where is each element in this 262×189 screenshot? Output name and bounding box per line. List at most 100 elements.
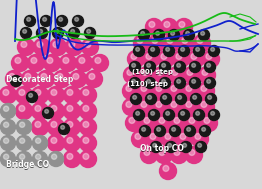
Circle shape [189, 77, 200, 88]
Circle shape [35, 105, 41, 112]
Circle shape [183, 98, 199, 115]
Circle shape [157, 50, 174, 67]
Circle shape [134, 109, 145, 121]
Circle shape [209, 109, 220, 121]
Circle shape [126, 101, 132, 107]
Circle shape [1, 136, 15, 150]
Circle shape [53, 41, 59, 47]
Circle shape [151, 112, 155, 115]
Circle shape [3, 106, 9, 111]
Circle shape [192, 130, 209, 147]
Circle shape [206, 53, 212, 59]
Text: On top CO: On top CO [140, 145, 184, 153]
Circle shape [47, 135, 64, 152]
Circle shape [73, 15, 84, 26]
Circle shape [15, 57, 21, 64]
Circle shape [211, 112, 215, 115]
Circle shape [149, 35, 166, 51]
Circle shape [151, 47, 155, 51]
Circle shape [163, 95, 167, 99]
Circle shape [69, 70, 86, 88]
Circle shape [147, 64, 151, 67]
Circle shape [52, 28, 63, 39]
Circle shape [1, 104, 15, 119]
Circle shape [9, 74, 15, 79]
Circle shape [157, 127, 161, 131]
Circle shape [132, 130, 149, 147]
Circle shape [61, 125, 64, 129]
Circle shape [176, 19, 193, 36]
Circle shape [32, 152, 47, 167]
Circle shape [168, 67, 185, 84]
Text: Bridge CO: Bridge CO [7, 160, 50, 170]
Circle shape [129, 61, 140, 73]
Circle shape [163, 35, 181, 51]
Text: Decorated Step: Decorated Step [6, 75, 73, 84]
Circle shape [149, 22, 155, 27]
Circle shape [19, 122, 25, 127]
Circle shape [59, 54, 77, 71]
Text: Bridge CO: Bridge CO [6, 160, 49, 169]
Circle shape [3, 89, 9, 95]
Circle shape [170, 125, 181, 136]
Circle shape [185, 146, 203, 163]
Circle shape [83, 153, 89, 160]
Circle shape [174, 118, 180, 123]
Circle shape [47, 87, 64, 104]
Circle shape [139, 67, 156, 84]
Circle shape [138, 98, 155, 115]
Circle shape [85, 41, 91, 47]
Circle shape [50, 39, 67, 56]
Circle shape [58, 123, 69, 135]
Circle shape [140, 115, 157, 132]
Circle shape [67, 89, 73, 95]
Circle shape [178, 46, 189, 57]
Circle shape [63, 119, 80, 136]
Circle shape [85, 28, 96, 39]
Circle shape [174, 77, 185, 88]
Circle shape [185, 115, 203, 132]
Circle shape [23, 29, 26, 33]
Circle shape [144, 149, 150, 155]
Circle shape [161, 94, 172, 105]
Circle shape [71, 29, 75, 33]
Circle shape [194, 35, 210, 51]
Circle shape [142, 127, 146, 131]
Circle shape [31, 102, 48, 119]
Circle shape [205, 77, 216, 88]
Circle shape [149, 46, 160, 57]
Circle shape [89, 74, 95, 79]
Circle shape [13, 77, 17, 81]
Circle shape [192, 79, 195, 83]
Circle shape [181, 142, 192, 153]
Circle shape [168, 143, 172, 147]
Circle shape [19, 138, 25, 143]
Circle shape [67, 137, 73, 143]
Circle shape [147, 79, 151, 83]
Circle shape [67, 105, 73, 112]
Circle shape [68, 28, 79, 39]
Circle shape [183, 83, 199, 99]
Circle shape [189, 61, 200, 73]
Circle shape [47, 119, 64, 136]
Circle shape [183, 143, 187, 147]
Circle shape [176, 94, 187, 105]
Circle shape [129, 118, 135, 123]
Circle shape [178, 35, 195, 51]
Circle shape [177, 64, 181, 67]
Circle shape [145, 61, 156, 73]
Circle shape [198, 143, 201, 147]
Circle shape [152, 83, 170, 99]
Circle shape [200, 115, 217, 132]
Circle shape [123, 67, 140, 84]
Circle shape [189, 149, 195, 155]
Circle shape [17, 136, 31, 150]
Circle shape [211, 47, 215, 51]
Circle shape [171, 115, 188, 132]
Circle shape [10, 75, 21, 87]
Circle shape [207, 64, 211, 67]
Circle shape [145, 94, 156, 105]
Circle shape [163, 109, 174, 121]
Circle shape [1, 119, 15, 135]
Circle shape [205, 94, 216, 105]
